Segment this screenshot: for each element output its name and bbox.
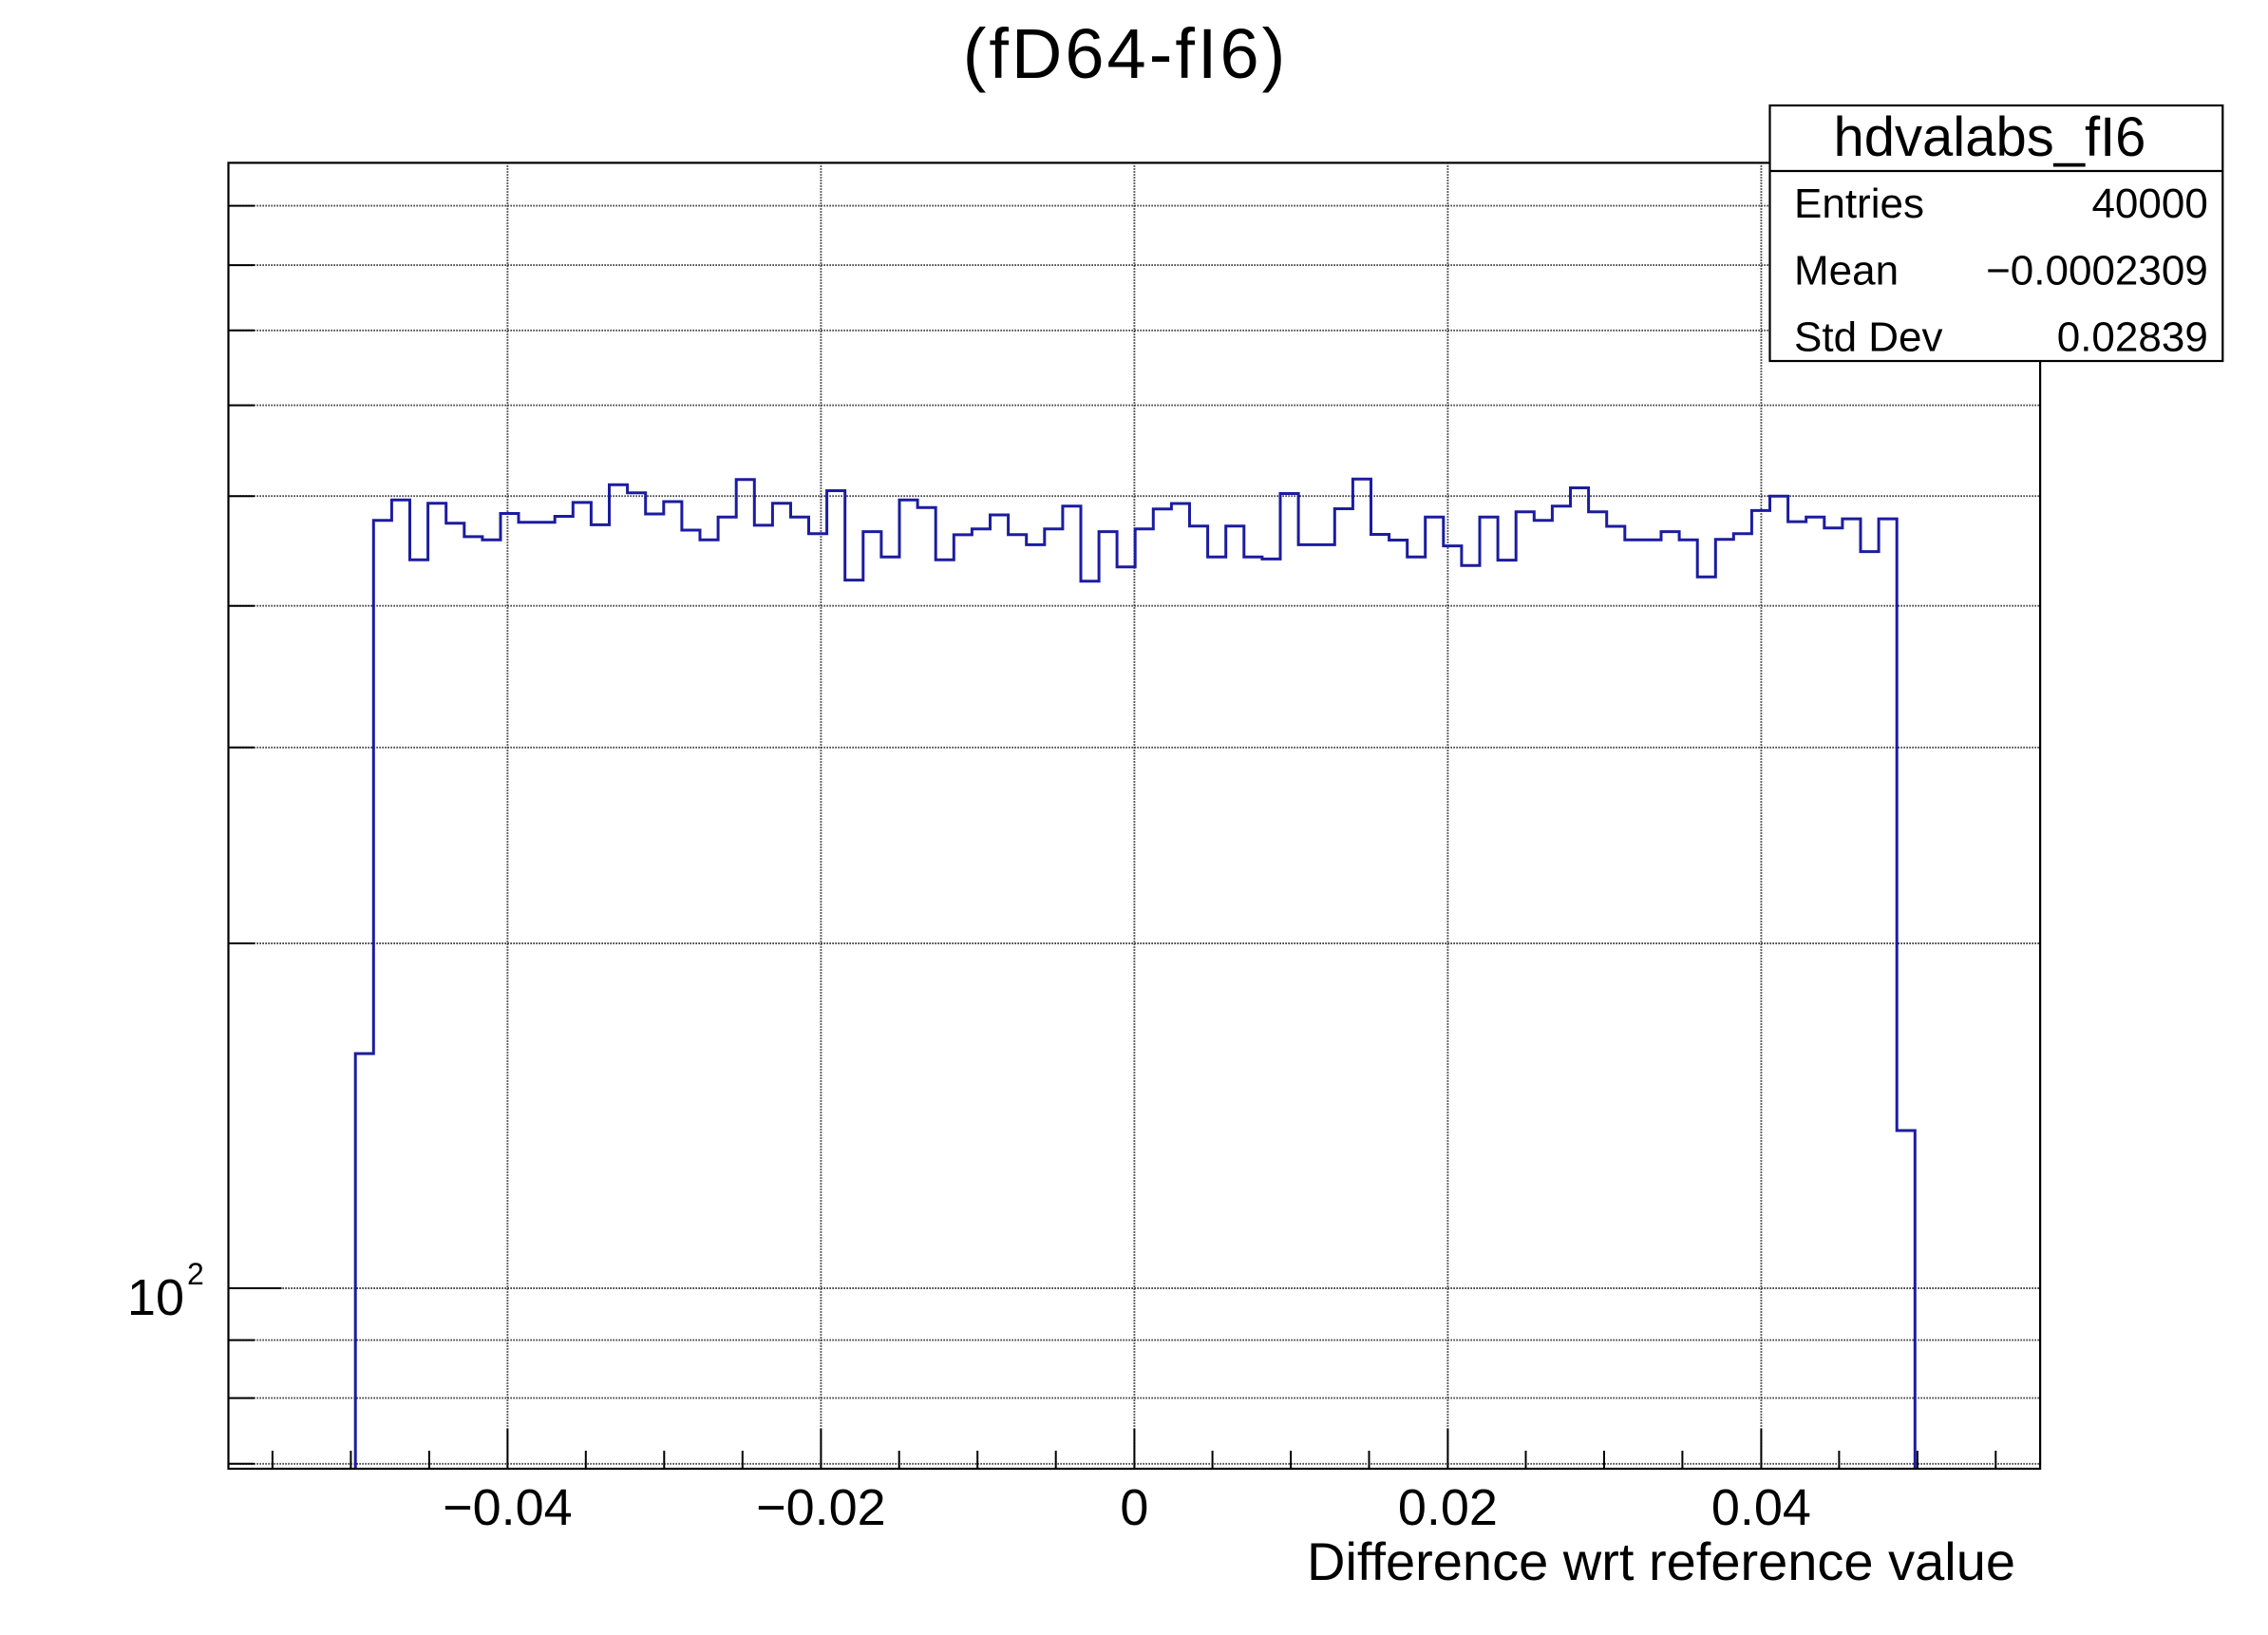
svg-text:0.02: 0.02: [1398, 1479, 1498, 1536]
svg-text:−0.0002309: −0.0002309: [1986, 248, 2208, 295]
svg-text:−0.04: −0.04: [443, 1479, 573, 1536]
svg-text:−0.02: −0.02: [756, 1479, 886, 1536]
svg-text:Entries: Entries: [1794, 181, 1924, 227]
svg-text:Difference wrt reference value: Difference wrt reference value: [1307, 1531, 2015, 1591]
svg-text:40000: 40000: [2091, 181, 2207, 227]
svg-text:0.02839: 0.02839: [2057, 314, 2208, 361]
svg-text:10: 10: [127, 1269, 184, 1326]
svg-text:hdvalabs_fI6: hdvalabs_fI6: [1834, 106, 2146, 168]
svg-text:0: 0: [1120, 1479, 1148, 1536]
svg-text:Std Dev: Std Dev: [1794, 314, 1943, 361]
svg-text:0.04: 0.04: [1711, 1479, 1811, 1536]
svg-text:2: 2: [187, 1257, 204, 1291]
svg-text:(fD64-fI6): (fD64-fI6): [963, 14, 1289, 93]
svg-text:Mean: Mean: [1794, 248, 1899, 295]
